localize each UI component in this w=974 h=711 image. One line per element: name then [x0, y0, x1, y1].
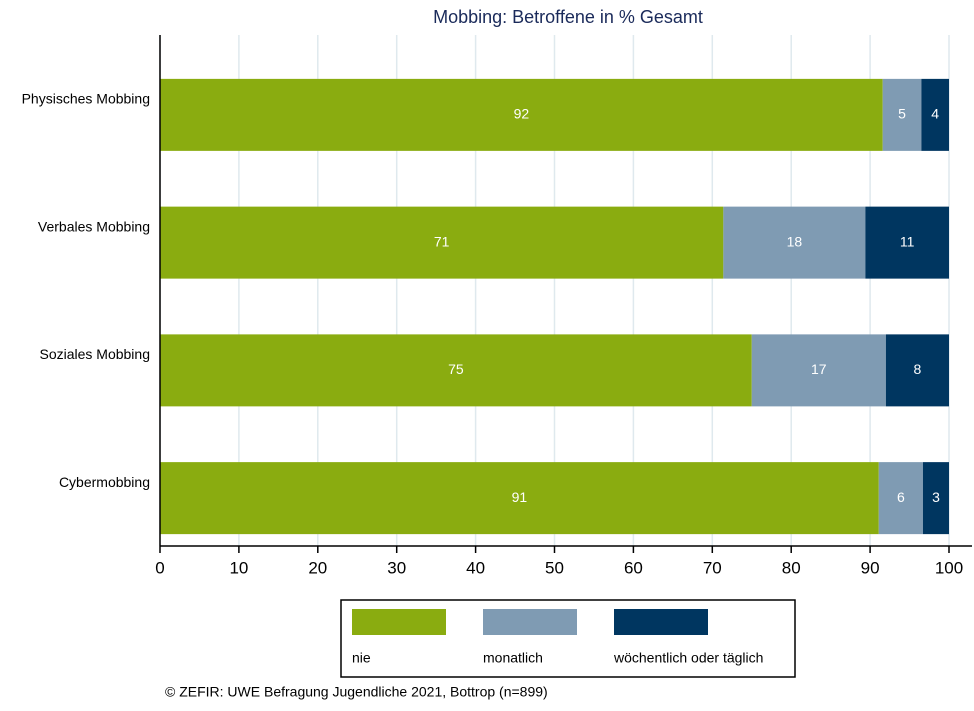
bar-segment [160, 206, 724, 279]
x-tick-label: 40 [466, 558, 485, 577]
value-label: 18 [787, 233, 803, 249]
x-tick-label: 10 [229, 558, 248, 577]
legend-label: wöchentlich oder täglich [613, 650, 763, 666]
legend-label: nie [352, 650, 371, 666]
bar-segment [751, 334, 886, 407]
bar-segment [921, 78, 949, 151]
x-tick-label: 70 [703, 558, 722, 577]
x-tick-label: 80 [782, 558, 801, 577]
value-label: 3 [932, 489, 940, 505]
value-label: 11 [900, 233, 915, 249]
y-tick-label: Soziales Mobbing [39, 346, 150, 362]
bar-segment [160, 334, 752, 407]
bar-segment [865, 206, 949, 279]
value-label: 91 [512, 489, 528, 505]
x-tick-label: 50 [545, 558, 564, 577]
x-tick-label: 90 [861, 558, 880, 577]
bar-segment [882, 78, 922, 151]
legend-swatch [352, 609, 446, 635]
y-tick-label: Physisches Mobbing [22, 91, 150, 107]
bar-segment [160, 78, 883, 151]
x-tick-label: 30 [387, 558, 406, 577]
y-tick-label: Verbales Mobbing [38, 218, 150, 234]
legend-label: monatlich [483, 650, 543, 666]
value-label: 4 [931, 106, 939, 122]
bar-segment [922, 462, 949, 535]
y-tick-label: Cybermobbing [59, 474, 150, 490]
bar-segment [878, 462, 923, 535]
value-label: 8 [914, 361, 922, 377]
legend-swatch [483, 609, 577, 635]
value-label: 6 [897, 489, 905, 505]
value-label: 92 [514, 106, 530, 122]
value-label: 5 [898, 106, 906, 122]
value-label: 17 [811, 361, 827, 377]
chart-title: Mobbing: Betroffene in % Gesamt [433, 7, 703, 27]
legend-swatch [614, 609, 708, 635]
bar-segment [723, 206, 866, 279]
value-label: 75 [448, 361, 464, 377]
x-tick-label: 60 [624, 558, 643, 577]
x-tick-label: 20 [308, 558, 327, 577]
x-tick-label: 100 [935, 558, 963, 577]
source-note: © ZEFIR: UWE Befragung Jugendliche 2021,… [165, 684, 548, 700]
bar-segment [885, 334, 949, 407]
bar-segment [160, 462, 879, 535]
value-label: 71 [434, 233, 450, 249]
x-tick-label: 0 [155, 558, 164, 577]
